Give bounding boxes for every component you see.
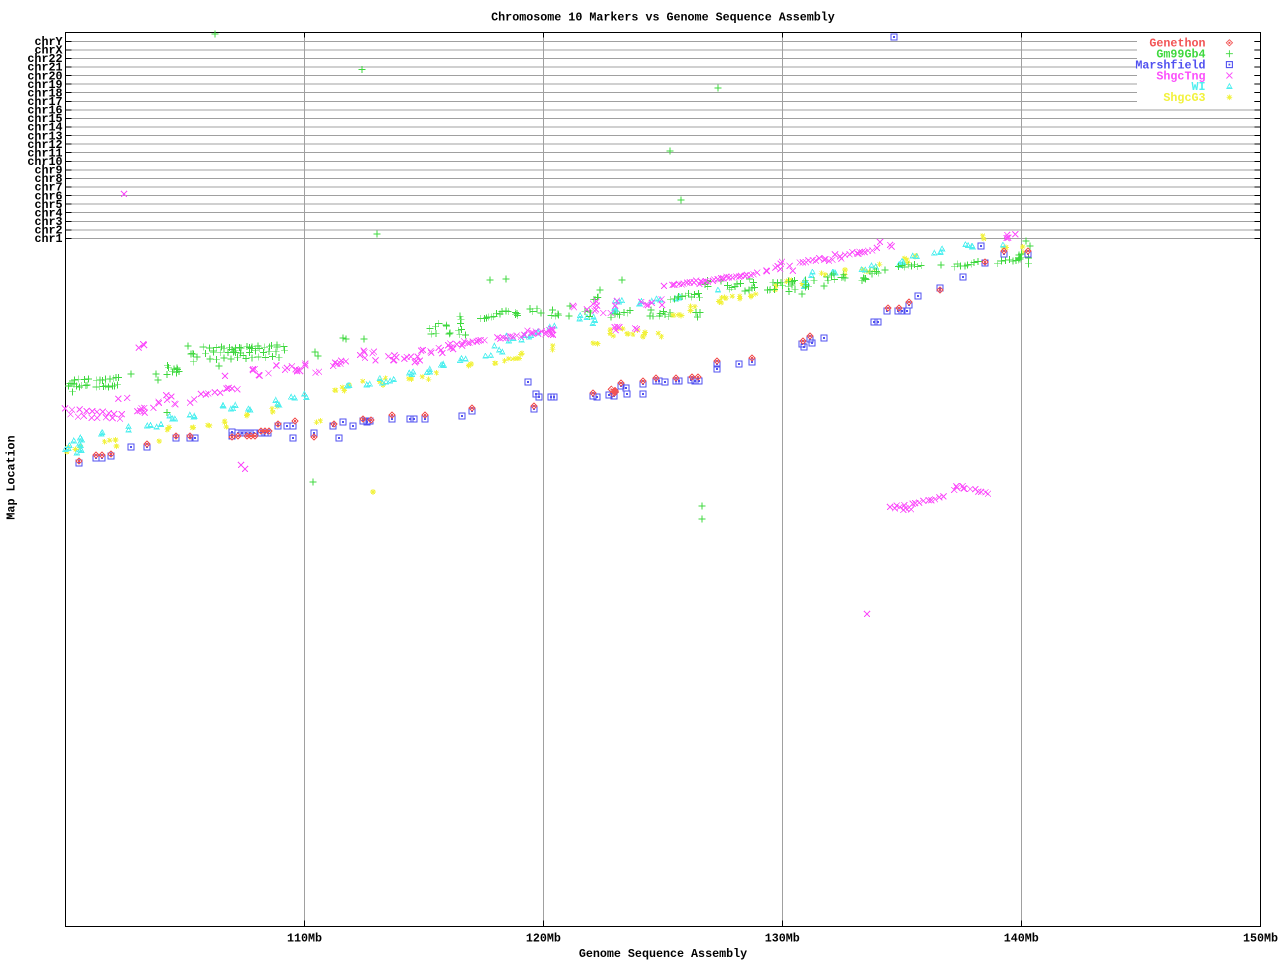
svg-text:Marshfield: Marshfield <box>1135 58 1205 72</box>
svg-text:chrX: chrX <box>34 44 63 58</box>
svg-text:chr17: chr17 <box>27 95 62 109</box>
svg-text:chr20: chr20 <box>27 69 62 83</box>
svg-text:chr12: chr12 <box>27 138 62 152</box>
svg-text:130Mb: 130Mb <box>765 932 800 946</box>
svg-text:chr4: chr4 <box>34 206 62 220</box>
svg-text:chr5: chr5 <box>34 198 62 212</box>
svg-text:chr3: chr3 <box>34 215 62 229</box>
svg-text:ShgcG3: ShgcG3 <box>1163 91 1205 105</box>
svg-text:chr13: chr13 <box>27 129 62 143</box>
svg-text:chr10: chr10 <box>27 155 62 169</box>
svg-text:chr1: chr1 <box>34 232 62 246</box>
svg-text:chr16: chr16 <box>27 104 62 118</box>
svg-text:Genome Sequence Assembly: Genome Sequence Assembly <box>579 947 747 960</box>
svg-text:chrY: chrY <box>34 35 62 49</box>
svg-text:ShgcTng: ShgcTng <box>1156 69 1205 83</box>
svg-text:110Mb: 110Mb <box>287 932 322 946</box>
svg-text:chr18: chr18 <box>27 86 62 100</box>
svg-text:120Mb: 120Mb <box>526 932 561 946</box>
svg-text:chr15: chr15 <box>27 112 62 126</box>
svg-text:Chromosome 10 Markers vs Genom: Chromosome 10 Markers vs Genome Sequence… <box>491 11 835 25</box>
svg-text:Gm99Gb4: Gm99Gb4 <box>1156 48 1205 62</box>
svg-text:chr14: chr14 <box>27 121 62 135</box>
svg-text:chr19: chr19 <box>27 78 62 92</box>
svg-text:chr6: chr6 <box>34 189 62 203</box>
svg-text:chr7: chr7 <box>34 181 62 195</box>
svg-text:chr11: chr11 <box>27 146 62 160</box>
svg-text:chr9: chr9 <box>34 164 62 178</box>
svg-text:chr2: chr2 <box>34 224 62 238</box>
svg-text:Genethon: Genethon <box>1149 37 1205 51</box>
svg-text:140Mb: 140Mb <box>1004 932 1039 946</box>
svg-text:chr22: chr22 <box>27 52 62 66</box>
svg-text:150Mb: 150Mb <box>1243 932 1278 946</box>
svg-text:chr8: chr8 <box>34 172 62 186</box>
svg-text:WI: WI <box>1191 80 1205 94</box>
svg-text:Map Location: Map Location <box>5 435 19 519</box>
svg-text:chr21: chr21 <box>27 61 62 75</box>
